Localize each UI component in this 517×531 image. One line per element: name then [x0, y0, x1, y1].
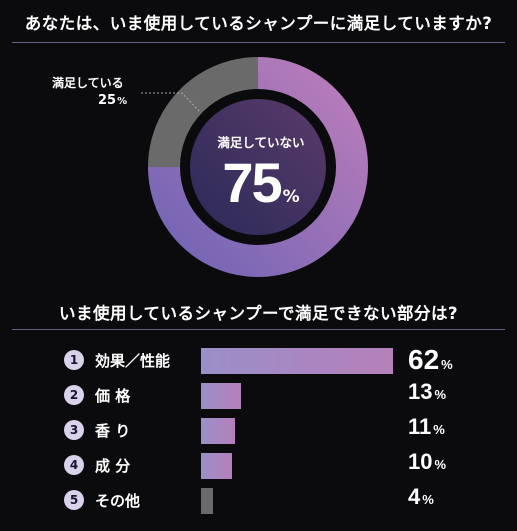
center-label-dissatisfied: 満足していない — [217, 135, 305, 150]
bar-value-number: 13 — [408, 379, 433, 404]
bar-category-label: 香 り — [95, 422, 131, 440]
bar-value-label: 62% — [408, 344, 453, 376]
question-1-title: あなたは、いま使用しているシャンプーに満足していますか? — [24, 14, 493, 33]
bar-value-label: 11% — [408, 414, 445, 440]
bar — [201, 453, 232, 479]
donut-slice-satisfied — [148, 57, 258, 167]
callout-leader-line — [141, 92, 201, 113]
bar — [201, 418, 235, 444]
bar-value-unit: % — [441, 357, 453, 372]
bar-value-label: 13% — [408, 379, 446, 405]
callout-value-number: 25 — [98, 93, 117, 108]
bar-row: 2 価 格 13% — [0, 379, 517, 413]
callout-label-satisfied: 満足している — [52, 76, 124, 90]
rank-number-badge: 4 — [64, 455, 84, 475]
bar-category-label: その他 — [95, 492, 141, 510]
bar-value-label: 4% — [408, 484, 434, 510]
bar-row: 3 香 り 11% — [0, 414, 517, 448]
bar-value-number: 10 — [408, 449, 433, 474]
bar-category-label: 価 格 — [95, 387, 131, 405]
bar-row: 1 効果／性能 62% — [0, 344, 517, 378]
bar-value-unit: % — [434, 457, 447, 472]
bar-row: 5 その他 4% — [0, 484, 517, 518]
center-value-number: 75 — [222, 151, 282, 214]
bar — [201, 348, 393, 374]
rank-number-badge: 5 — [64, 490, 84, 510]
donut-center-disc — [190, 99, 326, 235]
bar-value-label: 10% — [408, 449, 446, 475]
callout-value-satisfied: 25% — [98, 93, 127, 108]
rank-number-badge: 2 — [64, 385, 84, 405]
center-value-dissatisfied: 75% — [206, 150, 316, 215]
bar — [201, 488, 213, 514]
bar-value-number: 11 — [408, 414, 432, 439]
center-value-unit: % — [282, 187, 300, 207]
bar-value-unit: % — [434, 387, 447, 402]
bar-value-number: 62 — [408, 344, 440, 375]
rank-number-badge: 3 — [64, 420, 84, 440]
bar-value-unit: % — [422, 492, 434, 507]
title-divider — [12, 329, 505, 330]
bar-category-label: 成 分 — [95, 457, 131, 475]
title-divider — [12, 42, 505, 43]
bar-row: 4 成 分 10% — [0, 449, 517, 483]
donut-chart — [141, 57, 368, 277]
bar-value-unit: % — [433, 422, 445, 437]
question-2-title: いま使用しているシャンプーで満足できない部分は? — [58, 304, 459, 323]
callout-value-unit: % — [117, 96, 128, 107]
bar-category-label: 効果／性能 — [95, 352, 171, 370]
rank-number-badge: 1 — [64, 350, 84, 370]
bar — [201, 383, 241, 409]
bar-value-number: 4 — [408, 484, 421, 509]
